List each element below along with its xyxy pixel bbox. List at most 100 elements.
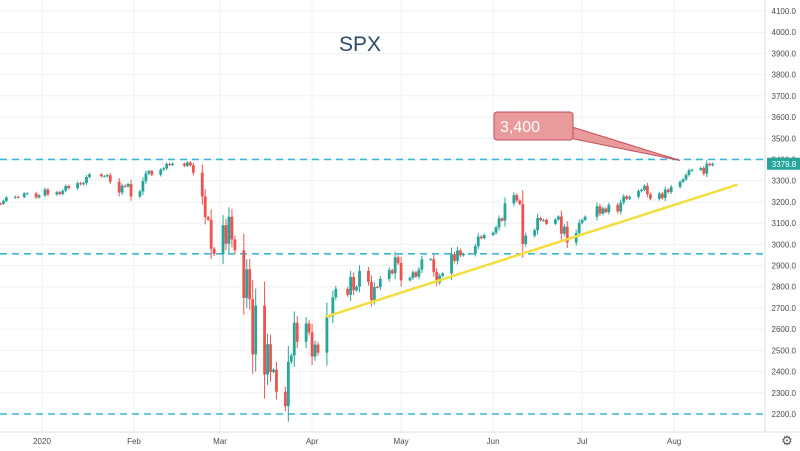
candle-body <box>565 226 569 243</box>
candle-body <box>2 200 5 204</box>
candle-body <box>168 163 172 165</box>
candle-body <box>375 286 379 288</box>
candle-body <box>435 271 439 283</box>
candle-body <box>518 200 522 205</box>
candle-body <box>325 315 329 353</box>
candle-body <box>150 171 154 175</box>
candle-body <box>120 185 124 193</box>
candle-body <box>254 305 258 355</box>
chart-title: SPX <box>339 33 381 56</box>
candle-body <box>536 218 540 231</box>
y-tick-label: 4100.0 <box>772 7 797 16</box>
candle-body <box>456 250 459 261</box>
candle-body <box>191 165 195 173</box>
candle-body <box>165 163 169 169</box>
candle-body <box>159 169 163 175</box>
candle-body <box>390 270 394 274</box>
horizontal-levels[interactable] <box>0 158 765 415</box>
candle-body <box>699 167 703 170</box>
y-tick-label: 2500.0 <box>772 346 797 355</box>
trendline[interactable] <box>325 183 738 318</box>
candle-body <box>230 216 234 240</box>
x-tick-label: Feb <box>127 437 141 446</box>
x-tick-label: May <box>394 437 409 446</box>
y-tick-label: 3100.0 <box>772 219 797 228</box>
candle-body <box>663 189 667 199</box>
candle-body <box>640 189 643 192</box>
y-tick-label: 2400.0 <box>772 368 797 377</box>
candle-body <box>263 305 266 375</box>
price-axis[interactable]: 4100.0 4000.0 3900.0 3800.0 3700.0 3600.0 3500… <box>772 7 797 419</box>
candle-body <box>224 225 228 244</box>
candle-body <box>660 193 664 199</box>
candle-body <box>657 193 661 199</box>
x-tick-label: Mar <box>213 437 227 446</box>
grid-lines <box>0 0 765 432</box>
candle-body <box>678 181 682 187</box>
candle-body <box>622 196 626 203</box>
candlestick-series <box>0 160 715 422</box>
candle-body <box>545 219 548 224</box>
candle-body <box>643 185 646 190</box>
y-tick-label: 3500.0 <box>772 134 797 143</box>
candle-body <box>420 259 424 270</box>
trendline-layer[interactable] <box>325 183 738 318</box>
callout-box[interactable] <box>493 111 574 141</box>
candle-body <box>408 277 412 281</box>
candle-body <box>690 169 694 171</box>
candle-body <box>503 203 507 221</box>
candle-body <box>331 297 335 317</box>
candle-body <box>346 288 350 295</box>
candle-body <box>129 184 133 197</box>
candle-body <box>411 272 415 278</box>
candle-body <box>595 206 599 217</box>
candle-body <box>358 270 361 287</box>
candle-body <box>221 225 225 255</box>
y-tick-label: 3000.0 <box>772 240 797 249</box>
candle-body <box>705 163 709 174</box>
candle-body <box>248 269 252 300</box>
candle-body <box>141 181 145 192</box>
candle-body <box>251 299 255 355</box>
candle-body <box>577 223 581 234</box>
candle-body <box>521 204 525 244</box>
candle-body <box>619 202 623 212</box>
candle-body <box>209 219 213 249</box>
candle-body <box>43 189 47 196</box>
candle-body <box>708 163 712 166</box>
x-tick-label: Apr <box>306 437 319 446</box>
candle-body <box>13 196 17 198</box>
candle-body <box>399 262 403 281</box>
time-axis[interactable]: 2020 Feb Mar Apr May Jun Jul Aug <box>33 437 681 446</box>
gear-icon[interactable]: ⚙ <box>781 433 793 448</box>
candle-body <box>429 259 433 261</box>
candle-body <box>25 193 29 195</box>
candle-body <box>34 193 38 198</box>
candle-body <box>352 276 356 291</box>
candle-body <box>598 206 602 214</box>
candle-body <box>524 235 528 244</box>
candle-body <box>574 233 578 243</box>
price-callout[interactable]: 3,400 <box>493 111 681 162</box>
candle-body <box>171 163 174 165</box>
candle-body <box>441 273 445 276</box>
candle-body <box>562 226 566 234</box>
candle-body <box>88 174 91 178</box>
candle-body <box>99 174 103 177</box>
candle-body <box>539 218 542 221</box>
candle-body <box>476 236 480 247</box>
candle-body <box>684 174 688 180</box>
candle-body <box>625 196 629 199</box>
candle-body <box>453 254 456 261</box>
candle-body <box>556 216 560 220</box>
candle-body <box>266 344 269 375</box>
candle-body <box>117 181 121 193</box>
candle-body <box>450 254 453 274</box>
candle-body <box>212 248 216 255</box>
candle-body <box>533 230 537 236</box>
candle-body <box>583 216 587 220</box>
candle-body <box>646 185 649 195</box>
candle-body <box>61 190 65 195</box>
